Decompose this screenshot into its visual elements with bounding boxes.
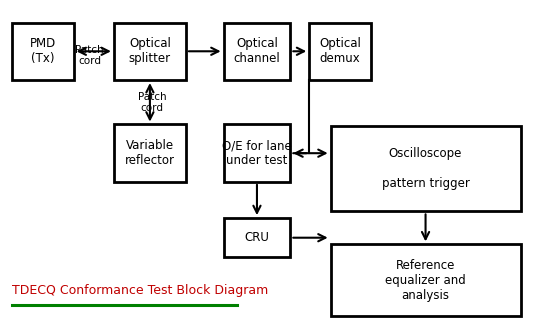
Bar (330, 244, 521, 316)
Text: O/E for lane
under test: O/E for lane under test (222, 139, 292, 167)
Bar (330, 126, 521, 212)
Text: Optical
splitter: Optical splitter (129, 37, 171, 66)
Bar (223, 23, 291, 80)
Text: CRU: CRU (244, 231, 270, 244)
Bar (309, 23, 371, 80)
Text: Patch
cord: Patch cord (138, 92, 166, 113)
Text: TDECQ Conformance Test Block Diagram: TDECQ Conformance Test Block Diagram (12, 284, 268, 297)
Text: Reference
equalizer and
analysis: Reference equalizer and analysis (385, 259, 466, 302)
Bar (114, 124, 186, 182)
Text: Variable
reflector: Variable reflector (125, 139, 175, 167)
Bar (12, 23, 74, 80)
Text: Optical
demux: Optical demux (319, 37, 361, 66)
Text: PMD
(Tx): PMD (Tx) (30, 37, 56, 66)
Bar (223, 124, 291, 182)
Bar (114, 23, 186, 80)
Text: Oscilloscope

pattern trigger: Oscilloscope pattern trigger (381, 147, 470, 190)
Bar (223, 218, 291, 258)
Text: Optical
channel: Optical channel (233, 37, 280, 66)
Text: Patch
cord: Patch cord (75, 45, 104, 66)
